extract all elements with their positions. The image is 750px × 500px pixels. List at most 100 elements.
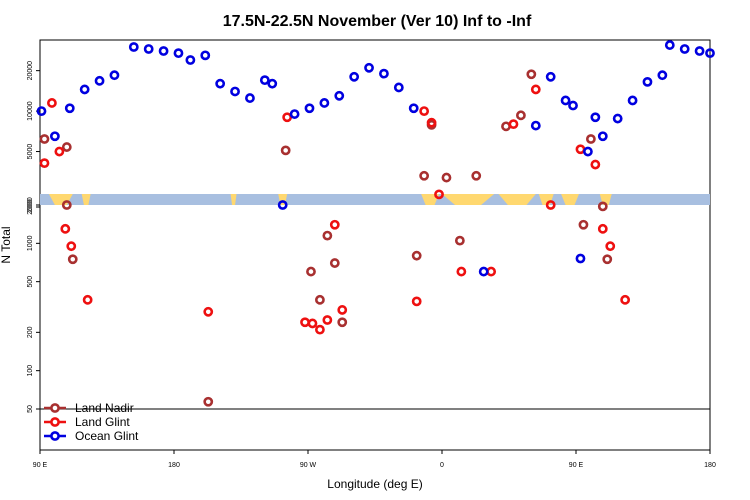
data-point xyxy=(568,100,578,111)
data-point xyxy=(694,46,705,56)
data-point xyxy=(49,131,60,142)
data-point xyxy=(605,241,616,252)
data-point xyxy=(602,254,613,265)
data-point xyxy=(530,84,541,95)
data-point xyxy=(657,70,668,81)
y-tick-label: 20000 xyxy=(27,61,34,81)
data-point xyxy=(54,146,65,157)
map-strip-ocean xyxy=(40,194,710,205)
data-point xyxy=(158,46,169,56)
data-point xyxy=(560,95,571,106)
legend-marker xyxy=(50,417,60,427)
plot-border xyxy=(39,39,711,451)
map-strip-land xyxy=(81,194,91,205)
map-strip-land xyxy=(421,194,440,205)
data-point xyxy=(282,112,293,123)
plot-frame xyxy=(39,39,711,451)
legend-label: Ocean Glint xyxy=(75,429,139,443)
data-point xyxy=(245,93,255,103)
data-point xyxy=(280,145,291,156)
data-point xyxy=(664,40,675,50)
data-point xyxy=(329,219,340,230)
y-tick-label: 2000 xyxy=(27,197,34,213)
y-tick-label: 100 xyxy=(27,365,34,377)
y-tick-label: 1000 xyxy=(27,235,34,251)
data-point xyxy=(203,306,214,317)
y-tick-label: 5000 xyxy=(27,144,34,160)
data-point xyxy=(612,113,623,124)
map-strip-land xyxy=(442,194,495,205)
data-point xyxy=(203,396,214,407)
x-tick-label: 90 W xyxy=(300,462,317,469)
data-point xyxy=(109,70,120,81)
data-point xyxy=(64,103,75,114)
data-point xyxy=(334,90,345,101)
map-strip-land xyxy=(561,194,579,205)
y-tick-label: 10000 xyxy=(27,101,34,121)
data-point xyxy=(508,119,519,130)
x-axis-title: Longitude (deg E) xyxy=(327,477,422,491)
data-point xyxy=(66,241,77,252)
data-point xyxy=(61,142,72,152)
map-strip xyxy=(40,194,710,205)
data-point xyxy=(379,68,389,79)
data-point xyxy=(583,146,593,157)
x-tick-label: 180 xyxy=(168,462,180,469)
y-tick-label: 200 xyxy=(27,326,34,338)
legend-label: Land Glint xyxy=(75,415,130,429)
y-axis-title: N Total xyxy=(0,226,13,263)
data-point xyxy=(575,144,586,155)
x-tick-label: 180 xyxy=(704,462,716,469)
legend-marker xyxy=(50,431,60,441)
data-point xyxy=(337,317,348,328)
legend-label: Land Nadir xyxy=(75,401,134,415)
data-point xyxy=(322,230,333,241)
data-point xyxy=(36,106,47,116)
data-point xyxy=(277,200,288,210)
data-point xyxy=(393,82,404,93)
data-point xyxy=(578,219,589,230)
data-point xyxy=(307,318,318,329)
data-point xyxy=(185,55,196,65)
series-ocean-glint xyxy=(36,40,715,277)
data-point xyxy=(337,305,348,315)
data-point xyxy=(300,317,310,328)
data-point xyxy=(349,71,360,82)
data-point xyxy=(454,235,465,246)
data-point xyxy=(411,296,422,307)
map-strip-land xyxy=(230,194,237,205)
y-tick-label: 2000 xyxy=(27,199,34,215)
data-point xyxy=(434,189,444,200)
data-point xyxy=(315,294,325,305)
data-point xyxy=(319,98,330,108)
data-point xyxy=(128,42,139,52)
data-point xyxy=(411,250,422,261)
data-point xyxy=(200,50,211,61)
data-point xyxy=(47,98,57,108)
y-tick-label: 50 xyxy=(27,405,34,413)
data-point xyxy=(575,253,586,264)
data-point xyxy=(419,170,430,181)
data-point xyxy=(627,95,638,106)
data-point xyxy=(478,266,489,277)
data-point xyxy=(456,266,467,277)
data-point xyxy=(306,266,316,277)
data-point xyxy=(426,117,437,128)
data-point xyxy=(67,254,78,265)
legend-marker xyxy=(50,403,60,413)
data-point xyxy=(545,200,556,210)
map-strip-land xyxy=(498,194,536,205)
x-axis: 90 E 180 90 W 0 90 E 180 xyxy=(33,450,716,469)
data-point xyxy=(471,170,482,181)
x-tick-label: 0 xyxy=(440,462,444,469)
data-point xyxy=(545,71,556,82)
data-point xyxy=(516,110,526,121)
series-land-glint xyxy=(39,84,631,335)
data-point xyxy=(408,103,419,114)
data-point xyxy=(620,294,631,305)
data-point xyxy=(322,315,333,325)
series-land-nadir xyxy=(39,69,613,407)
